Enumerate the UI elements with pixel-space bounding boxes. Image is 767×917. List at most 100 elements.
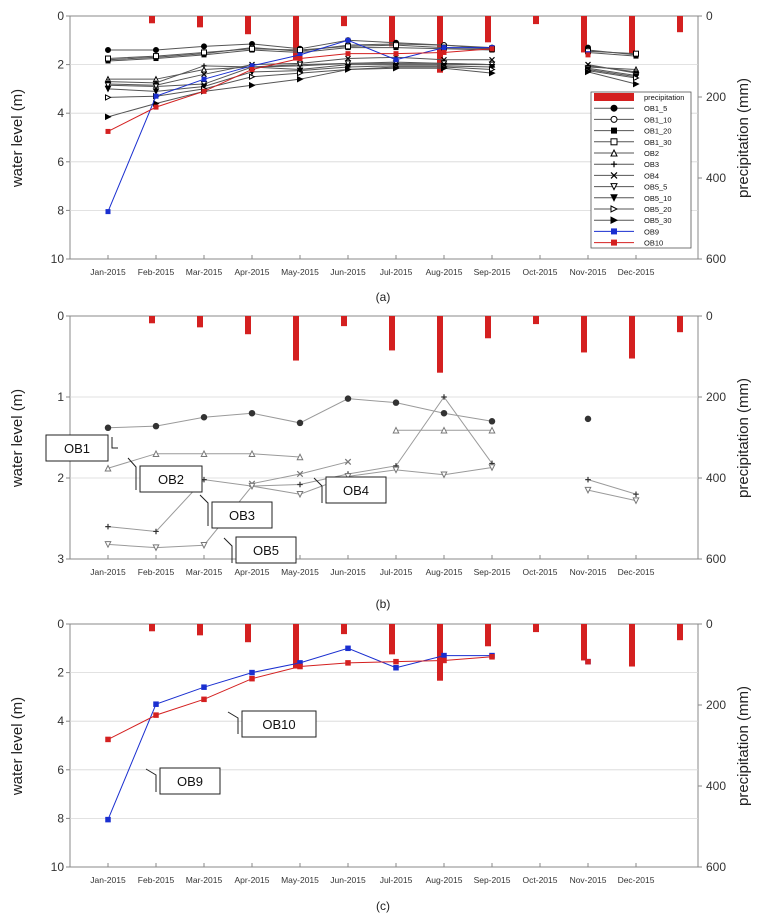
panel-label: (b)	[376, 597, 391, 611]
marker-triangle-down	[152, 544, 160, 552]
y-tick-label: 2	[57, 666, 64, 680]
marker-circle	[152, 422, 160, 430]
marker-circle	[392, 399, 400, 406]
annotation-text: OB3	[229, 508, 255, 523]
marker-plus	[153, 528, 159, 535]
marker-square	[345, 645, 351, 652]
data-point	[153, 104, 159, 110]
data-point	[200, 541, 208, 550]
legend-entry-ob4: OB4	[594, 171, 659, 180]
marker-triangle-down	[344, 473, 352, 481]
data-point	[610, 183, 618, 191]
data-point	[296, 419, 304, 427]
data-point	[345, 55, 351, 62]
legend-label: OB2	[644, 149, 659, 158]
annotation-leader	[127, 457, 137, 490]
legend-label: OB1_20	[644, 127, 672, 136]
precip-bar	[293, 16, 299, 61]
data-point	[201, 71, 207, 78]
legend-label: OB5_30	[644, 216, 672, 225]
marker-triangle-right	[441, 64, 448, 72]
precip-bar	[677, 316, 683, 333]
y-axis-ticks: 0 2 4 6 8 10	[51, 617, 70, 874]
annotation-text: OB5	[253, 543, 279, 558]
series-line	[587, 67, 637, 77]
y-tick-label: 10	[51, 252, 65, 266]
precip-bar	[245, 16, 251, 35]
y2-axis-ticks: 0 200 400 600	[698, 617, 726, 874]
precip-bar	[485, 624, 491, 647]
marker-triangle-down	[248, 482, 256, 490]
legend-label: OB5_5	[644, 183, 667, 192]
precip-bar	[581, 16, 587, 53]
precip-bar	[629, 16, 635, 55]
annotation-ob1: OB1	[45, 434, 118, 462]
data-point	[105, 816, 111, 823]
panel-a: 0 2 4 6 8 10 0 200 400 600 Jan-2015 Feb-2015 Mar-2…	[9, 9, 752, 304]
data-point	[393, 658, 399, 665]
data-point	[201, 684, 207, 690]
x-tick-label: Oct-2015	[523, 875, 558, 885]
data-point	[345, 43, 351, 50]
panel-label: (a)	[376, 290, 391, 304]
precip-bar	[341, 16, 347, 27]
marker-square	[249, 63, 255, 69]
data-point	[393, 42, 399, 49]
x-tick-label: Mar-2015	[186, 875, 223, 885]
marker-square	[297, 56, 303, 62]
series-ob4	[105, 54, 639, 89]
marker-triangle-down	[610, 183, 618, 191]
data-point	[297, 56, 303, 62]
data-point	[441, 45, 447, 51]
marker-triangle-right	[489, 69, 496, 77]
marker-square	[201, 49, 207, 56]
panel-b: 0 1 2 3 0 200 400 600 Jan-2015 Feb-2015 Mar-2015…	[9, 309, 752, 611]
marker-square	[441, 652, 447, 659]
y2-axis-label: precipitation (mm)	[735, 686, 752, 806]
marker-circle	[344, 395, 352, 402]
marker-circle	[488, 418, 496, 425]
x-tick-label: Jan-2015	[90, 875, 126, 885]
marker-square	[441, 49, 447, 55]
x-tick-label: Jul-2015	[380, 875, 413, 885]
precipitation-bars	[149, 16, 683, 73]
legend-entry-ob5-30: OB5_30	[594, 216, 672, 225]
y-tick-label: 3	[57, 552, 64, 566]
x-tick-label: Sep-2015	[474, 567, 511, 577]
precip-bar	[677, 624, 683, 641]
annotation-box	[45, 434, 109, 462]
annotation-box	[325, 476, 387, 504]
series-lines	[105, 645, 591, 823]
y2-tick-label: 400	[706, 779, 726, 793]
series-ob1-10	[105, 40, 639, 63]
marker-square	[105, 816, 111, 823]
data-point	[584, 486, 592, 495]
gridlines	[70, 672, 698, 819]
data-point	[585, 52, 591, 58]
x-tick-label: Jan-2015	[90, 267, 126, 277]
data-point	[344, 458, 352, 465]
marker-circle	[200, 414, 208, 421]
marker-triangle-right	[633, 80, 640, 88]
marker-triangle-down	[152, 83, 160, 91]
legend-label: OB1_5	[644, 104, 667, 113]
marker-circle	[201, 43, 207, 50]
x-tick-label: May-2015	[281, 567, 319, 577]
x-tick-label: Jun-2015	[330, 567, 366, 577]
data-point	[345, 660, 351, 666]
x-tick-label: Dec-2015	[618, 267, 655, 277]
data-point	[632, 497, 640, 505]
marker-square	[249, 669, 255, 676]
data-point	[297, 69, 304, 77]
annotation-box	[235, 536, 297, 564]
data-point	[610, 148, 618, 157]
data-point	[249, 675, 255, 682]
y2-axis-label: precipitation (mm)	[735, 378, 752, 498]
marker-square	[611, 228, 617, 235]
precip-bar	[485, 316, 491, 339]
x-axis-ticks: Jan-2015 Feb-2015 Mar-2015 Apr-2015 May-2015…	[90, 255, 655, 277]
y-axis-label: water level (m)	[9, 89, 26, 188]
data-point	[105, 128, 111, 134]
marker-triangle-down	[104, 82, 112, 89]
data-point	[152, 88, 160, 95]
